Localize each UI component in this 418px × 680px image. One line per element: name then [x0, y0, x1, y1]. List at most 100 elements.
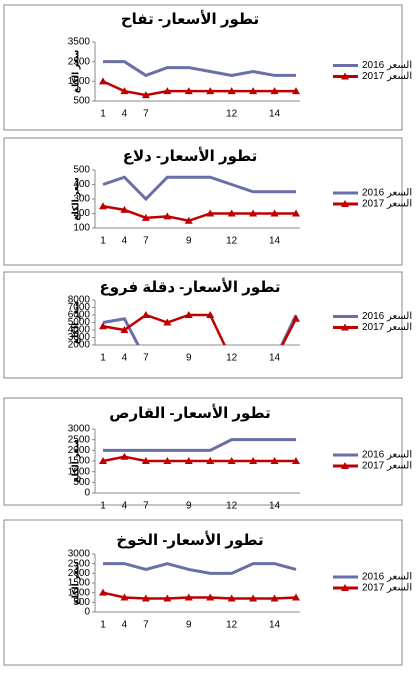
- panel: [3, 271, 403, 379]
- chart-title: تطور الأسعار- دلاع: [123, 147, 258, 165]
- marker: [292, 593, 300, 601]
- y-axis-title: سعر الكلغ: [70, 561, 81, 605]
- y-tick-label: 2500: [68, 56, 91, 67]
- marker: [141, 91, 150, 99]
- marker: [99, 77, 107, 85]
- marker: [120, 452, 129, 460]
- y-tick-label: 500: [73, 477, 90, 488]
- marker: [163, 87, 172, 95]
- y-tick-label: 7000: [68, 302, 91, 313]
- series-line: [102, 314, 298, 345]
- marker: [120, 205, 129, 213]
- marker: [206, 311, 215, 318]
- series-line: [103, 562, 297, 575]
- x-tick-label: 4: [122, 236, 128, 247]
- y-tick-label: 5000: [68, 317, 91, 328]
- plot: [99, 60, 300, 99]
- marker: [227, 87, 236, 95]
- marker: [292, 209, 300, 217]
- y-tick-label: 2000: [68, 340, 91, 351]
- y-tick-label: 2500: [68, 434, 91, 445]
- marker: [163, 594, 172, 602]
- plot: [99, 438, 300, 464]
- plot: [99, 562, 300, 602]
- legend-marker: [341, 200, 349, 207]
- x-tick-label: 7: [143, 620, 149, 631]
- legend-label: 2016 السعر: [362, 311, 412, 322]
- x-tick-label: 12: [226, 109, 238, 120]
- y-tick-label: 1500: [68, 76, 91, 87]
- x-tick-label: 7: [143, 501, 149, 512]
- marker: [163, 457, 172, 464]
- legend-label: 2017 السعر: [362, 199, 412, 210]
- marker: [270, 594, 279, 602]
- x-tick-label: 1: [100, 236, 106, 247]
- panel: [3, 137, 403, 266]
- legend-marker: [341, 462, 349, 469]
- marker: [249, 457, 258, 464]
- panel: [3, 519, 403, 666]
- x-tick-label: 1: [100, 109, 106, 120]
- chart-title: تطور الأسعار- القارص: [109, 404, 270, 422]
- x-tick-label: 4: [122, 109, 128, 120]
- y-tick-label: 3500: [68, 37, 91, 48]
- plot: [99, 175, 300, 224]
- series-line: [102, 175, 296, 202]
- y-tick-label: 0: [84, 488, 90, 499]
- marker: [227, 457, 236, 464]
- x-tick-label: 4: [122, 620, 128, 631]
- series-line: [102, 205, 296, 223]
- marker: [270, 209, 279, 217]
- marker: [227, 209, 236, 217]
- x-tick-label: 7: [143, 353, 149, 364]
- marker: [120, 326, 129, 333]
- marker: [184, 311, 193, 318]
- marker: [292, 457, 300, 464]
- marker: [249, 209, 258, 217]
- y-tick-label: 2000: [68, 568, 91, 579]
- marker: [292, 314, 300, 322]
- legend-label: 2017 السعر: [362, 583, 412, 594]
- marker: [120, 593, 129, 601]
- x-tick-label: 12: [226, 236, 238, 247]
- marker: [184, 593, 193, 601]
- series-line: [103, 60, 296, 78]
- x-tick-label: 7: [143, 236, 149, 247]
- y-tick-label: 2000: [68, 445, 91, 456]
- x-tick-label: 12: [226, 353, 238, 364]
- x-tick-label: 14: [269, 236, 281, 247]
- legend-label: 2016 السعر: [362, 572, 412, 583]
- y-tick-label: 3000: [68, 332, 91, 343]
- x-tick-label: 12: [226, 501, 238, 512]
- marker: [120, 87, 129, 95]
- marker: [99, 322, 107, 330]
- y-axis-title: سعر الكلغ: [70, 301, 81, 345]
- y-axis-title: سعر الكلغ: [70, 177, 81, 221]
- y-tick-label: 0: [84, 607, 90, 618]
- marker: [206, 87, 215, 95]
- x-tick-label: 4: [122, 501, 128, 512]
- marker: [99, 457, 107, 464]
- x-tick-label: 1: [100, 353, 106, 364]
- x-tick-label: 14: [269, 620, 281, 631]
- y-tick-label: 500: [73, 597, 90, 608]
- series-line: [102, 591, 297, 600]
- series-line: [103, 438, 296, 452]
- chart-title: تطور الأسعار- الخوخ: [116, 531, 263, 549]
- marker: [141, 457, 150, 464]
- marker: [163, 212, 172, 220]
- marker: [227, 594, 236, 602]
- marker: [141, 594, 150, 602]
- marker: [249, 594, 258, 602]
- legend-label: 2017 السعر: [362, 71, 412, 82]
- legend-label: 2017 السعر: [362, 461, 412, 472]
- y-tick-label: 6000: [68, 310, 91, 321]
- x-tick-label: 14: [269, 109, 281, 120]
- y-tick-label: 1500: [68, 578, 91, 589]
- y-tick-label: 400: [73, 179, 90, 190]
- x-tick-label: 14: [269, 353, 281, 364]
- y-axis-title: سعر الكلغ: [70, 50, 81, 94]
- marker: [184, 457, 193, 464]
- x-tick-label: 4: [122, 353, 128, 364]
